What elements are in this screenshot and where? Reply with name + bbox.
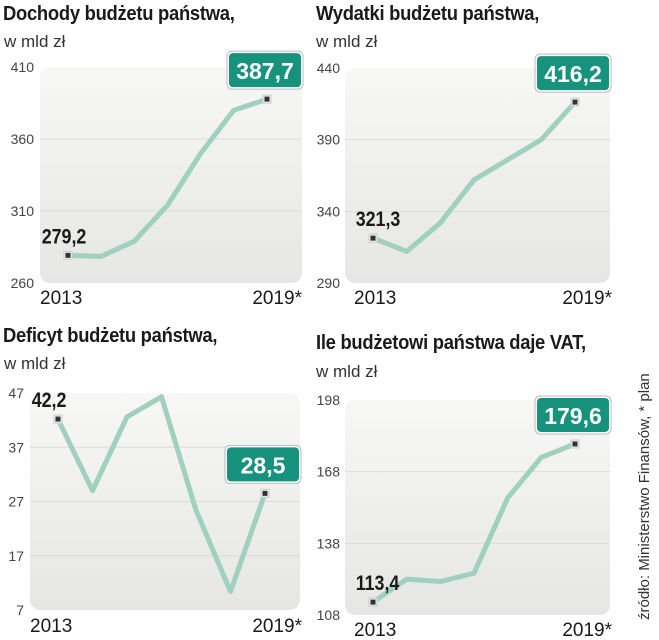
data-point — [264, 96, 270, 102]
data-point — [65, 252, 71, 258]
y-tick-label: 340 — [317, 203, 341, 219]
data-point — [370, 599, 376, 605]
data-point — [572, 441, 578, 447]
data-line — [65, 96, 270, 259]
chart-4: 108 138 168 198 113,4 179,6 2013 2019* — [317, 392, 613, 640]
chart-2-title: Wydatki budżetu państwa, — [316, 3, 540, 25]
data-line — [55, 394, 268, 595]
last-value-badge — [229, 53, 301, 88]
chart-4-subtitle: w mld zł — [316, 362, 378, 381]
chart-1: 260 310 360 410 279,2 387,7 2013 2019* — [11, 50, 304, 309]
last-value-badge — [227, 447, 299, 482]
chart-3: 7 17 27 37 47 42,2 28,5 2013 2019* — [8, 385, 302, 637]
last-value-label: 28,5 — [241, 452, 286, 478]
x-tick-label: 2013 — [40, 288, 82, 309]
chart-2-subtitle: w mld zł — [316, 32, 378, 51]
last-value-badge — [537, 56, 609, 91]
y-tick-label: 410 — [11, 59, 35, 75]
y-tick-label: 360 — [11, 131, 35, 147]
data-line — [370, 99, 578, 254]
x-tick-label: 2019* — [562, 288, 612, 309]
y-tick-label: 37 — [8, 439, 24, 455]
last-value-label: 179,6 — [544, 403, 602, 429]
data-point — [572, 99, 578, 105]
y-tick-label: 47 — [8, 385, 24, 401]
chart-3-title: Deficyt budżetu państwa, — [3, 325, 218, 347]
y-tick-label: 108 — [317, 607, 341, 623]
chart-2: 290 340 390 440 321,3 416,2 2013 2019* — [317, 53, 613, 309]
y-tick-label: 17 — [8, 548, 24, 564]
y-tick-label: 310 — [11, 203, 35, 219]
data-point — [55, 416, 61, 422]
last-value-label: 387,7 — [236, 58, 294, 84]
data-point — [370, 235, 376, 241]
plot-area — [40, 67, 302, 283]
y-tick-label: 390 — [317, 132, 341, 148]
first-value-label: 113,4 — [356, 572, 400, 596]
chart-3-subtitle: w mld zł — [4, 354, 66, 373]
y-tick-label: 440 — [317, 60, 341, 76]
x-tick-label: 2013 — [354, 288, 396, 309]
chart-1-title: Dochody budżetu państwa, — [3, 3, 235, 25]
y-tick-label: 198 — [317, 392, 341, 408]
chart-4-title: Ile budżetowi państwa daje VAT, — [316, 332, 586, 354]
data-point — [262, 490, 268, 496]
x-tick-label: 2019* — [562, 620, 612, 640]
first-value-label: 321,3 — [356, 208, 401, 232]
x-tick-label: 2019* — [252, 288, 302, 309]
y-tick-label: 168 — [317, 464, 341, 480]
y-tick-label: 138 — [317, 535, 341, 551]
y-tick-label: 7 — [16, 602, 24, 618]
y-tick-label: 260 — [11, 275, 35, 291]
last-value-label: 416,2 — [544, 61, 602, 87]
data-line — [370, 441, 578, 605]
x-tick-label: 2013 — [30, 616, 72, 637]
chart-1-subtitle: w mld zł — [4, 32, 66, 51]
first-value-label: 42,2 — [32, 389, 67, 413]
first-value-label: 279,2 — [42, 225, 87, 249]
x-tick-label: 2019* — [252, 616, 302, 637]
y-tick-label: 290 — [317, 275, 341, 291]
last-value-badge — [537, 397, 609, 432]
x-tick-label: 2013 — [354, 620, 396, 640]
y-tick-label: 27 — [8, 494, 24, 510]
